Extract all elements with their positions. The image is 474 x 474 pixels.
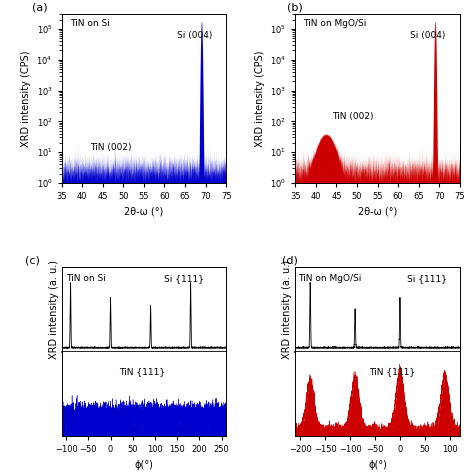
Text: Si {111}: Si {111} bbox=[407, 274, 447, 283]
Text: Si (004): Si (004) bbox=[177, 31, 212, 40]
Text: TiN on MgO/Si: TiN on MgO/Si bbox=[303, 19, 367, 28]
X-axis label: ϕ(°): ϕ(°) bbox=[368, 460, 387, 470]
Text: (d): (d) bbox=[282, 255, 298, 265]
Text: TiN on Si: TiN on Si bbox=[66, 274, 107, 283]
X-axis label: 2θ-ω (°): 2θ-ω (°) bbox=[124, 207, 164, 217]
Text: Si {111}: Si {111} bbox=[164, 274, 204, 283]
Text: (c): (c) bbox=[26, 255, 40, 265]
Y-axis label: XRD intensity (a. u.): XRD intensity (a. u.) bbox=[49, 260, 59, 359]
Text: TiN {111}: TiN {111} bbox=[369, 367, 415, 376]
Text: TiN {111}: TiN {111} bbox=[119, 367, 165, 376]
Text: TiN (002): TiN (002) bbox=[332, 112, 374, 121]
Y-axis label: XRD intensity (CPS): XRD intensity (CPS) bbox=[255, 50, 264, 147]
Y-axis label: XRD intensity (a. u.): XRD intensity (a. u.) bbox=[283, 260, 292, 359]
Text: (a): (a) bbox=[32, 2, 47, 12]
X-axis label: ϕ(°): ϕ(°) bbox=[135, 460, 153, 470]
Text: TiN on Si: TiN on Si bbox=[70, 19, 109, 28]
Text: TiN on MgO/Si: TiN on MgO/Si bbox=[299, 274, 362, 283]
Text: (b): (b) bbox=[287, 2, 303, 12]
Text: Si (004): Si (004) bbox=[410, 31, 446, 40]
Text: TiN (002): TiN (002) bbox=[91, 143, 132, 152]
X-axis label: 2θ-ω (°): 2θ-ω (°) bbox=[358, 207, 397, 217]
Y-axis label: XRD intensity (CPS): XRD intensity (CPS) bbox=[21, 50, 31, 147]
